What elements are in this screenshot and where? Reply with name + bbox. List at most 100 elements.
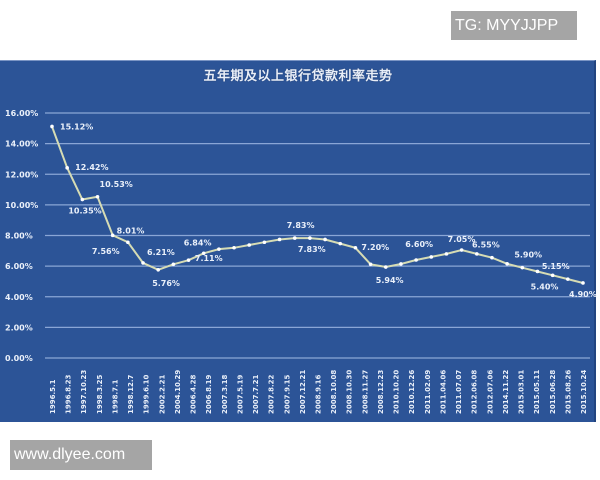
data-marker bbox=[262, 240, 267, 245]
data-label: 5.15% bbox=[542, 262, 570, 271]
data-marker bbox=[353, 245, 358, 250]
watermark-bottom-left: www.dlyee.com bbox=[10, 440, 152, 470]
data-marker bbox=[292, 236, 297, 240]
data-labels: 15.12% 12.42% 10.35% 10.53% 8.01% 7.56% 6.21% 5… bbox=[60, 122, 597, 298]
data-label: 4.90% bbox=[569, 290, 597, 299]
data-marker bbox=[429, 255, 434, 259]
y-tick-label: 6.00% bbox=[5, 262, 33, 271]
data-label: 7.56% bbox=[92, 247, 120, 256]
x-tick-label: 2004.10.29 bbox=[174, 370, 182, 414]
y-tick-label: 10.00% bbox=[5, 201, 38, 210]
y-axis-ticks: 0.00% 2.00% 4.00% 6.00% 8.00% 10.00% 12.00% 14.… bbox=[5, 109, 38, 363]
data-label: 10.53% bbox=[100, 180, 133, 189]
x-tick-label: 2015.08.26 bbox=[564, 370, 572, 414]
x-tick-label: 2008.12.23 bbox=[377, 370, 385, 414]
data-label: 12.42% bbox=[75, 163, 108, 172]
x-tick-label: 1999.6.10 bbox=[143, 374, 151, 414]
x-tick-label: 2012.06.08 bbox=[471, 370, 479, 414]
x-tick-label: 2007.12.21 bbox=[299, 370, 307, 414]
x-tick-label: 2007.3.18 bbox=[221, 374, 229, 414]
data-marker bbox=[338, 241, 343, 246]
data-marker bbox=[95, 194, 100, 199]
data-marker bbox=[475, 252, 479, 256]
data-label: 7.11% bbox=[195, 254, 223, 263]
data-marker bbox=[171, 262, 176, 267]
data-label: 5.76% bbox=[152, 279, 180, 288]
data-marker bbox=[186, 258, 191, 262]
chart-panel bbox=[0, 60, 596, 422]
data-marker bbox=[50, 124, 54, 129]
y-tick-label: 8.00% bbox=[5, 232, 33, 241]
watermark-top-right: TG: MYYJJPP bbox=[451, 11, 577, 40]
x-tick-label: 2007.5.19 bbox=[236, 374, 244, 414]
x-tick-label: 2014.11.22 bbox=[502, 370, 510, 414]
x-tick-label: 2007.9.15 bbox=[283, 374, 291, 414]
data-marker bbox=[277, 237, 282, 242]
data-marker bbox=[535, 269, 540, 274]
x-tick-label: 2011.04.06 bbox=[439, 370, 447, 414]
data-markers bbox=[50, 124, 585, 285]
data-marker bbox=[156, 268, 160, 272]
data-label: 15.12% bbox=[60, 122, 93, 131]
x-tick-label: 2006.4.28 bbox=[190, 374, 198, 414]
data-marker bbox=[65, 166, 69, 170]
data-marker bbox=[520, 265, 525, 270]
x-tick-label: 2011.07.07 bbox=[455, 370, 463, 414]
data-label: 7.20% bbox=[361, 243, 389, 252]
x-axis-ticks: 1996.5.1 1996.8.23 1997.10.23 1998.3.25 1998… bbox=[49, 370, 588, 414]
x-tick-label: 1996.8.23 bbox=[65, 374, 73, 414]
data-marker bbox=[323, 237, 327, 242]
x-tick-label: 2007.7.21 bbox=[252, 374, 260, 414]
data-marker bbox=[201, 251, 206, 256]
data-marker bbox=[232, 245, 236, 250]
data-marker bbox=[126, 240, 130, 245]
data-marker bbox=[550, 273, 555, 278]
data-label: 10.35% bbox=[68, 207, 101, 216]
x-tick-label: 1998.7.1 bbox=[111, 379, 119, 414]
x-tick-label: 2008.10.30 bbox=[346, 370, 354, 414]
data-marker bbox=[141, 261, 145, 265]
data-label: 6.21% bbox=[147, 248, 175, 257]
x-tick-label: 2006.8.19 bbox=[205, 374, 213, 414]
x-tick-label: 2015.10.24 bbox=[580, 370, 588, 414]
x-tick-label: 2012.07.06 bbox=[486, 370, 494, 414]
y-tick-label: 14.00% bbox=[5, 140, 38, 149]
data-marker bbox=[308, 236, 312, 240]
data-label: 7.05% bbox=[448, 235, 476, 244]
y-tick-label: 4.00% bbox=[5, 293, 33, 302]
data-label: 8.01% bbox=[117, 226, 145, 235]
chart-title: 五年期及以上银行贷款利率走势 bbox=[203, 69, 393, 84]
y-tick-label: 12.00% bbox=[5, 170, 38, 179]
x-tick-label: 1998.3.25 bbox=[96, 374, 104, 414]
data-marker bbox=[505, 262, 509, 266]
y-tick-label: 0.00% bbox=[5, 354, 33, 363]
rate-line bbox=[51, 126, 584, 284]
x-tick-label: 1998.12.7 bbox=[127, 374, 135, 414]
data-marker bbox=[247, 243, 252, 247]
data-label: 6.84% bbox=[184, 238, 212, 247]
data-marker bbox=[217, 247, 221, 251]
data-label: 6.55% bbox=[472, 241, 500, 250]
x-tick-label: 2010.10.20 bbox=[393, 370, 401, 414]
x-tick-label: 2002.2.21 bbox=[158, 374, 166, 414]
data-marker bbox=[459, 248, 464, 252]
data-label: 6.60% bbox=[405, 240, 433, 249]
x-tick-label: 2011.02.09 bbox=[424, 370, 432, 414]
data-marker bbox=[368, 262, 373, 267]
data-marker bbox=[490, 255, 494, 260]
gridlines bbox=[45, 112, 590, 359]
x-tick-label: 2008.10.08 bbox=[330, 370, 338, 414]
x-tick-label: 2010.12.26 bbox=[408, 370, 416, 414]
data-marker bbox=[399, 262, 403, 266]
x-tick-label: 2015.03.01 bbox=[518, 370, 526, 414]
x-tick-label: 2007.8.22 bbox=[268, 374, 276, 414]
data-marker bbox=[414, 258, 418, 262]
data-marker bbox=[444, 252, 449, 256]
data-label: 5.40% bbox=[531, 282, 559, 291]
x-tick-label: 1996.5.1 bbox=[49, 379, 57, 414]
data-label: 5.94% bbox=[376, 276, 404, 285]
data-marker bbox=[383, 265, 388, 269]
data-label: 7.83% bbox=[287, 221, 315, 230]
data-marker bbox=[80, 197, 85, 202]
